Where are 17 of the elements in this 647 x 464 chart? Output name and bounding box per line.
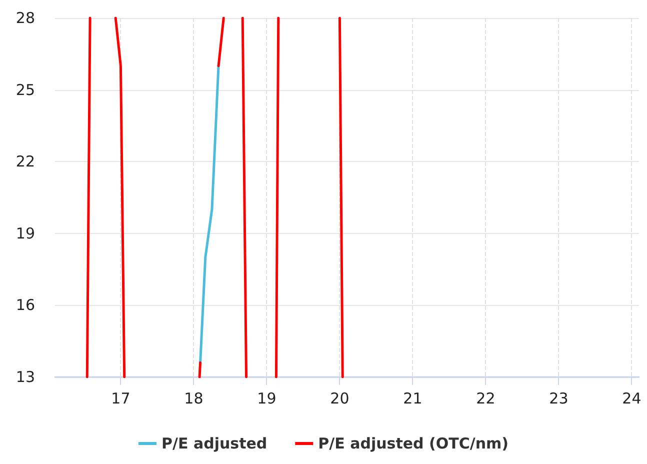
- legend-label: P/E adjusted: [162, 434, 268, 452]
- x-tick-label: 18: [184, 390, 204, 408]
- x-tick-label: 22: [476, 390, 496, 408]
- y-tick-label: 16: [16, 296, 35, 314]
- y-tick-label: 22: [16, 152, 35, 171]
- line-series: [199, 64, 220, 364]
- y-tick-label: 19: [16, 224, 35, 242]
- x-tick-label: 19: [257, 390, 276, 408]
- x-tick-label: 20: [330, 390, 350, 408]
- y-tick-label: 25: [16, 80, 35, 99]
- y-tick-label: 13: [16, 368, 35, 386]
- y-tick-label: 28: [16, 9, 35, 27]
- x-tick-label: 17: [111, 390, 130, 408]
- x-tick-label: 23: [549, 390, 568, 408]
- x-tick-label: 24: [622, 390, 642, 408]
- x-tick-label: 21: [403, 390, 422, 408]
- legend-label: P/E adjusted (OTC/nm): [318, 434, 508, 452]
